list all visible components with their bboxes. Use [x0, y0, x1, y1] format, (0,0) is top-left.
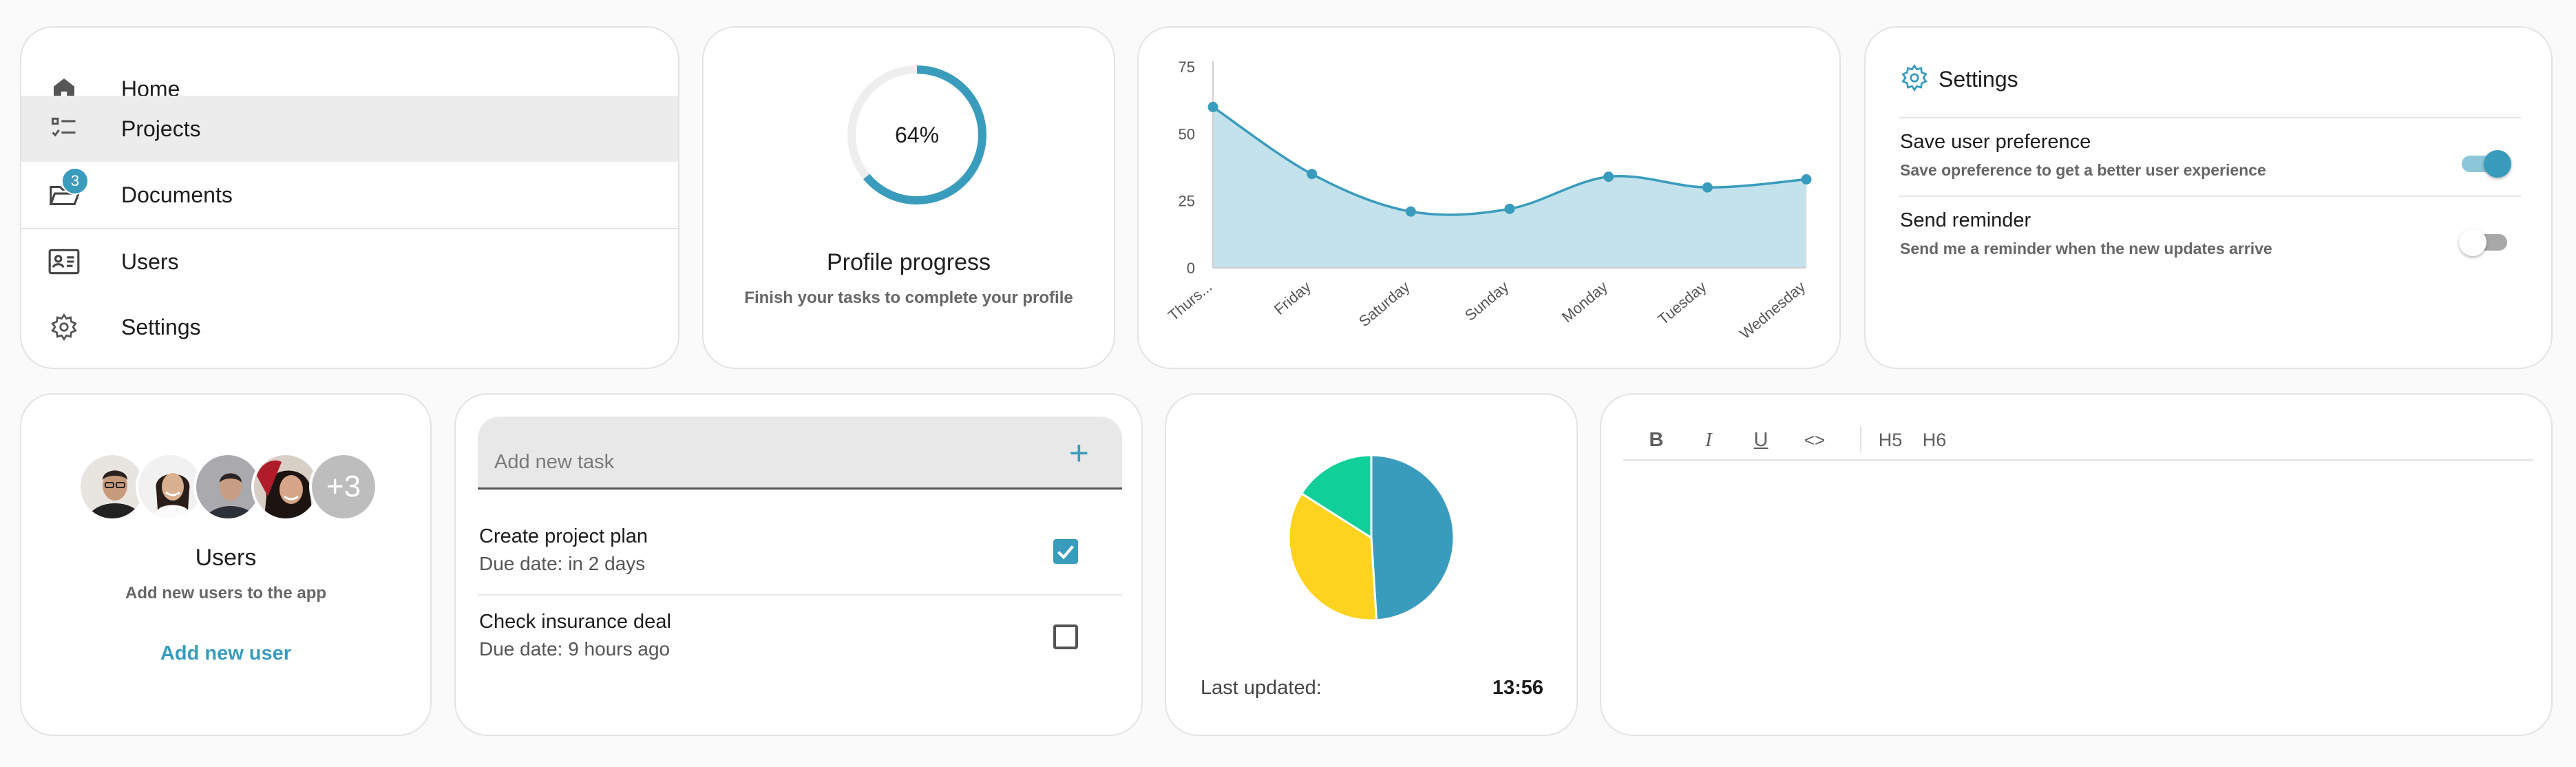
contact-card-icon: [45, 242, 83, 281]
avatar[interactable]: [193, 452, 262, 521]
nav-item-label: Documents: [121, 182, 233, 207]
pie-slice[interactable]: [1300, 454, 1373, 540]
home-icon: [45, 70, 83, 108]
avatar[interactable]: [136, 452, 204, 521]
toolbar-divider: [1860, 426, 1861, 452]
progress-percent: 64%: [894, 122, 940, 147]
x-tick-label: Tuesday: [1654, 278, 1709, 328]
underline-button[interactable]: U: [1753, 428, 1769, 451]
more-users-avatar[interactable]: +3: [309, 452, 378, 521]
pie-chart-card: Last updated: 13:56: [1165, 393, 1578, 736]
task-name: Check insurance deal: [479, 611, 671, 633]
area-chart: 0 25 50 75 Thurs... Friday Saturday Sunday Monda…: [1165, 59, 1812, 343]
checklist-icon: [45, 109, 83, 148]
progress-subtitle: Finish your tasks to complete your profi…: [744, 288, 1073, 307]
heading5-button[interactable]: H5: [1878, 429, 1903, 450]
nav-item-label: Projects: [121, 116, 201, 141]
editor-content-area[interactable]: [1623, 470, 2532, 718]
data-point[interactable]: [1702, 182, 1713, 193]
data-point[interactable]: [1603, 171, 1614, 182]
data-point[interactable]: [1307, 169, 1318, 180]
x-tick-label: Wednesday: [1736, 278, 1808, 343]
setting-row-send-reminder: Send reminder Send me a reminder when th…: [1899, 196, 2521, 274]
avatar-group: +3: [78, 452, 394, 521]
nav-item-label: Users: [121, 249, 179, 274]
gear-icon: [45, 308, 83, 346]
rich-text-editor-card: B I U <> H5 H6: [1600, 393, 2553, 736]
x-tick-label: Thurs...: [1165, 278, 1215, 324]
send-reminder-toggle[interactable]: [2459, 226, 2511, 256]
settings-header: Settings: [1900, 63, 2018, 96]
weekly-area-chart-card: 0 25 50 75 Thurs... Friday Saturday Sunday Monda…: [1137, 26, 1841, 369]
gear-icon: [1900, 63, 1929, 96]
settings-card: Settings Save user preference Save opref…: [1864, 26, 2553, 369]
italic-button[interactable]: I: [1705, 428, 1712, 451]
save-preference-toggle[interactable]: [2459, 147, 2511, 178]
progress-ring: 64%: [841, 59, 993, 211]
notification-badge: 3: [61, 167, 89, 195]
task-item: Check insurance deal Due date: 9 hours a…: [478, 594, 1122, 677]
pie-slice[interactable]: [1370, 454, 1455, 622]
task-name: Create project plan: [479, 525, 648, 547]
new-task-input[interactable]: Add new task +: [478, 417, 1122, 490]
add-new-user-link[interactable]: Add new user: [160, 642, 292, 664]
pie-chart: [1287, 454, 1455, 622]
task-checkbox[interactable]: [1053, 539, 1078, 564]
check-icon: [1057, 545, 1075, 560]
setting-description: Send me a reminder when the new updates …: [1900, 240, 2272, 258]
y-tick-label: 75: [1179, 59, 1195, 76]
toggle-knob: [2484, 150, 2511, 178]
task-checkbox[interactable]: [1053, 624, 1078, 649]
users-subtitle: Add new users to the app: [125, 584, 327, 602]
nav-item-projects[interactable]: Projects: [21, 96, 678, 162]
avatar[interactable]: [251, 452, 320, 521]
x-tick-label: Sunday: [1461, 278, 1512, 324]
x-tick-label: Monday: [1559, 278, 1611, 326]
heading6-button[interactable]: H6: [1922, 429, 1947, 450]
y-tick-label: 0: [1187, 260, 1195, 277]
new-task-placeholder: Add new task: [494, 451, 615, 473]
task-due-date: Due date: in 2 days: [479, 553, 646, 574]
task-due-date: Due date: 9 hours ago: [479, 638, 671, 660]
setting-row-save-preference: Save user preference Save opreference to…: [1899, 117, 2521, 196]
profile-progress-card: 64% Profile progress Finish your tasks t…: [702, 26, 1115, 369]
add-task-button[interactable]: +: [1068, 434, 1089, 472]
pie-slice[interactable]: [1287, 492, 1378, 622]
x-tick-label: Friday: [1271, 278, 1314, 318]
code-button[interactable]: <>: [1804, 429, 1826, 450]
data-point[interactable]: [1207, 101, 1218, 112]
y-tick-label: 25: [1179, 193, 1195, 210]
tasks-card: Add new task + Create project plan Due d…: [454, 393, 1143, 736]
setting-title: Save user preference: [1900, 131, 2091, 153]
users-card: +3 Users Add new users to the app Add ne…: [20, 393, 432, 736]
last-updated-label: Last updated:: [1201, 677, 1322, 699]
nav-item-users[interactable]: Users: [21, 228, 678, 294]
progress-arc: [847, 65, 986, 204]
bold-button[interactable]: B: [1649, 428, 1664, 451]
area-fill: [1213, 107, 1806, 268]
task-item: Create project plan Due date: in 2 days: [478, 510, 1122, 593]
users-title: Users: [195, 545, 257, 571]
x-tick-label: Saturday: [1355, 278, 1413, 330]
last-updated-time: 13:56: [1492, 677, 1543, 699]
data-point[interactable]: [1801, 174, 1812, 185]
toggle-knob: [2459, 229, 2487, 256]
nav-item-label: Settings: [121, 314, 201, 339]
data-point[interactable]: [1504, 203, 1515, 214]
nav-item-settings[interactable]: Settings: [21, 294, 678, 360]
progress-title: Profile progress: [826, 249, 991, 275]
avatar[interactable]: [78, 452, 147, 521]
nav-item-documents[interactable]: 3 Documents: [21, 162, 678, 228]
editor-toolbar: B I U <> H5 H6: [1623, 422, 2533, 461]
setting-title: Send reminder: [1900, 209, 2031, 231]
y-tick-label: 50: [1179, 125, 1195, 143]
settings-title: Settings: [1939, 67, 2018, 92]
navigation-card: Home Projects 3 Documents Users: [20, 26, 679, 369]
setting-description: Save opreference to get a better user ex…: [1900, 161, 2266, 179]
data-point[interactable]: [1405, 206, 1416, 217]
